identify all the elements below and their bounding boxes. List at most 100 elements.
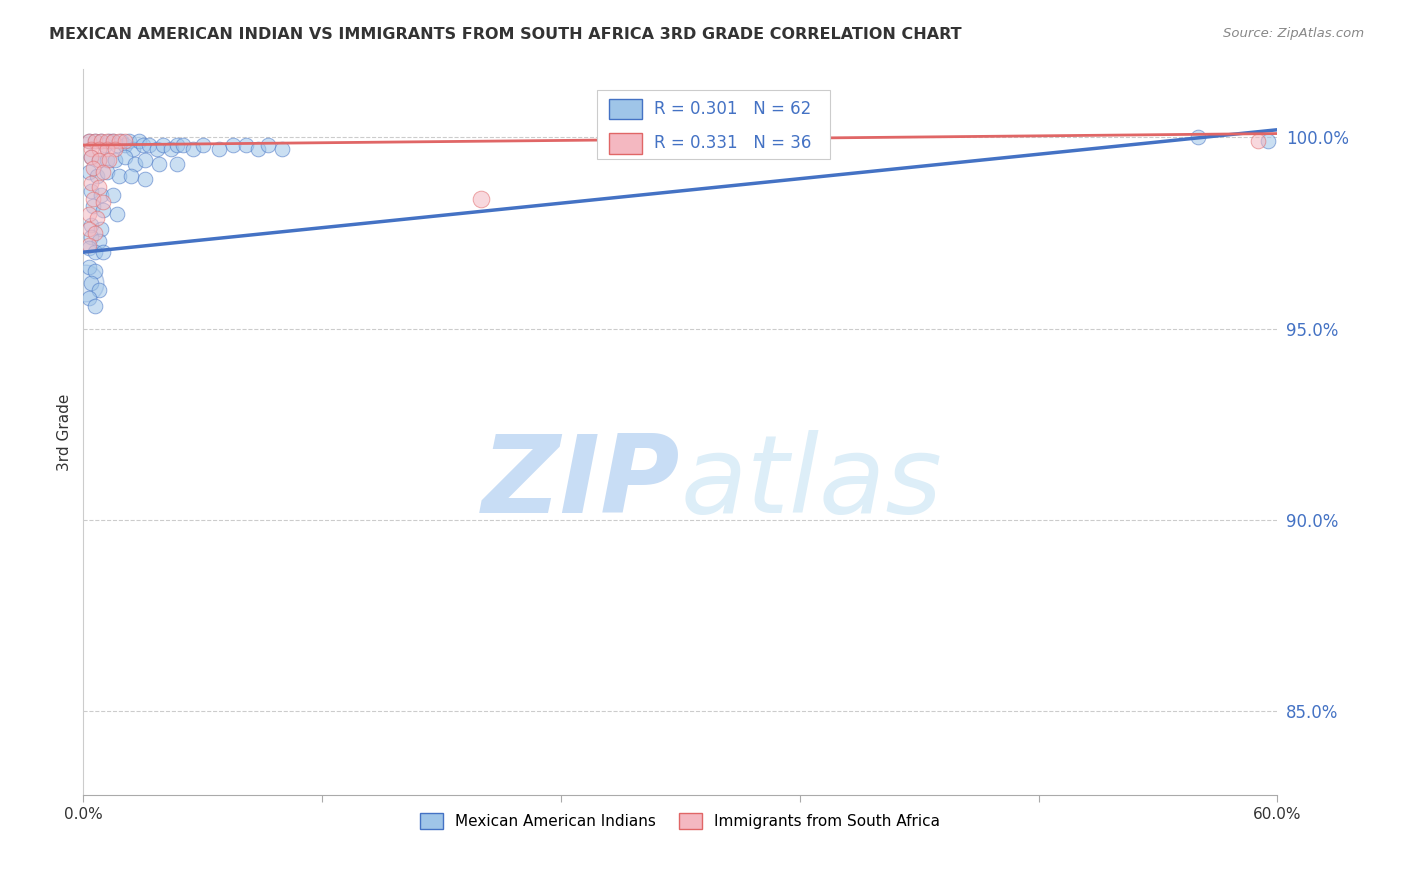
Point — [89, 284, 111, 298]
Point — [146, 142, 169, 156]
Point — [89, 153, 111, 168]
Point — [80, 149, 103, 163]
Text: atlas: atlas — [681, 430, 942, 535]
Point — [108, 134, 131, 148]
Point — [77, 134, 100, 148]
Point — [86, 211, 108, 225]
Bar — [609, 99, 643, 120]
Point — [77, 260, 100, 275]
Point — [124, 157, 146, 171]
Point — [86, 169, 108, 183]
Point — [82, 161, 104, 175]
Text: MEXICAN AMERICAN INDIAN VS IMMIGRANTS FROM SOUTH AFRICA 3RD GRADE CORRELATION CH: MEXICAN AMERICAN INDIAN VS IMMIGRANTS FR… — [49, 27, 962, 42]
Point — [77, 237, 100, 252]
Point — [89, 153, 111, 168]
Point — [96, 165, 118, 179]
Point — [89, 234, 111, 248]
Point — [96, 134, 118, 148]
Point — [118, 134, 141, 148]
Point — [82, 199, 104, 213]
Point — [77, 207, 100, 221]
Point — [235, 138, 257, 153]
Point — [148, 157, 170, 171]
Point — [94, 138, 117, 153]
Point — [128, 134, 150, 148]
Point — [1246, 134, 1268, 148]
Point — [104, 142, 127, 156]
Point — [84, 299, 107, 313]
Bar — [609, 133, 643, 153]
Point — [90, 187, 112, 202]
Point — [98, 153, 121, 168]
Point — [122, 142, 145, 156]
Point — [82, 192, 104, 206]
Point — [75, 276, 97, 290]
Point — [208, 142, 231, 156]
Point — [120, 169, 142, 183]
Point — [247, 142, 270, 156]
Point — [91, 165, 114, 179]
Point — [181, 142, 204, 156]
Point — [160, 142, 183, 156]
Point — [1257, 134, 1279, 148]
Point — [80, 176, 103, 190]
Point — [84, 134, 107, 148]
Point — [77, 165, 100, 179]
Text: Source: ZipAtlas.com: Source: ZipAtlas.com — [1223, 27, 1364, 40]
Point — [77, 222, 100, 236]
Point — [101, 134, 124, 148]
Point — [84, 245, 107, 260]
Point — [271, 142, 294, 156]
Point — [105, 207, 128, 221]
Point — [108, 169, 131, 183]
Point — [77, 241, 100, 255]
Point — [80, 219, 103, 233]
Point — [110, 134, 132, 148]
Point — [152, 138, 174, 153]
Point — [80, 230, 103, 244]
Point — [1187, 130, 1209, 145]
Point — [257, 138, 280, 153]
Point — [172, 138, 194, 153]
Point — [138, 138, 160, 153]
Point — [134, 153, 156, 168]
Point — [191, 138, 214, 153]
Point — [96, 142, 118, 156]
Point — [166, 138, 188, 153]
Point — [104, 153, 127, 168]
Point — [98, 134, 121, 148]
Point — [105, 138, 128, 153]
Point — [114, 138, 136, 153]
Point — [101, 187, 124, 202]
Text: R = 0.301   N = 62: R = 0.301 N = 62 — [654, 100, 811, 119]
Legend: Mexican American Indians, Immigrants from South Africa: Mexican American Indians, Immigrants fro… — [415, 806, 946, 835]
Point — [80, 149, 103, 163]
Text: R = 0.331   N = 36: R = 0.331 N = 36 — [654, 135, 811, 153]
Point — [89, 180, 111, 194]
Point — [166, 157, 188, 171]
Point — [134, 172, 156, 186]
Text: ZIP: ZIP — [482, 430, 681, 536]
Y-axis label: 3rd Grade: 3rd Grade — [58, 393, 72, 471]
Point — [114, 134, 136, 148]
Point — [132, 138, 155, 153]
Point — [101, 134, 124, 148]
Point — [84, 226, 107, 240]
Point — [221, 138, 243, 153]
Point — [96, 153, 118, 168]
Point — [84, 134, 107, 148]
Point — [91, 245, 114, 260]
Point — [114, 149, 136, 163]
Point — [91, 195, 114, 210]
Point — [90, 134, 112, 148]
Point — [84, 264, 107, 278]
FancyBboxPatch shape — [596, 90, 830, 160]
Point — [90, 134, 112, 148]
Point — [80, 184, 103, 198]
Point — [90, 222, 112, 236]
Point — [91, 203, 114, 218]
Point — [77, 134, 100, 148]
Point — [80, 142, 103, 156]
Point — [77, 291, 100, 305]
Point — [470, 192, 492, 206]
